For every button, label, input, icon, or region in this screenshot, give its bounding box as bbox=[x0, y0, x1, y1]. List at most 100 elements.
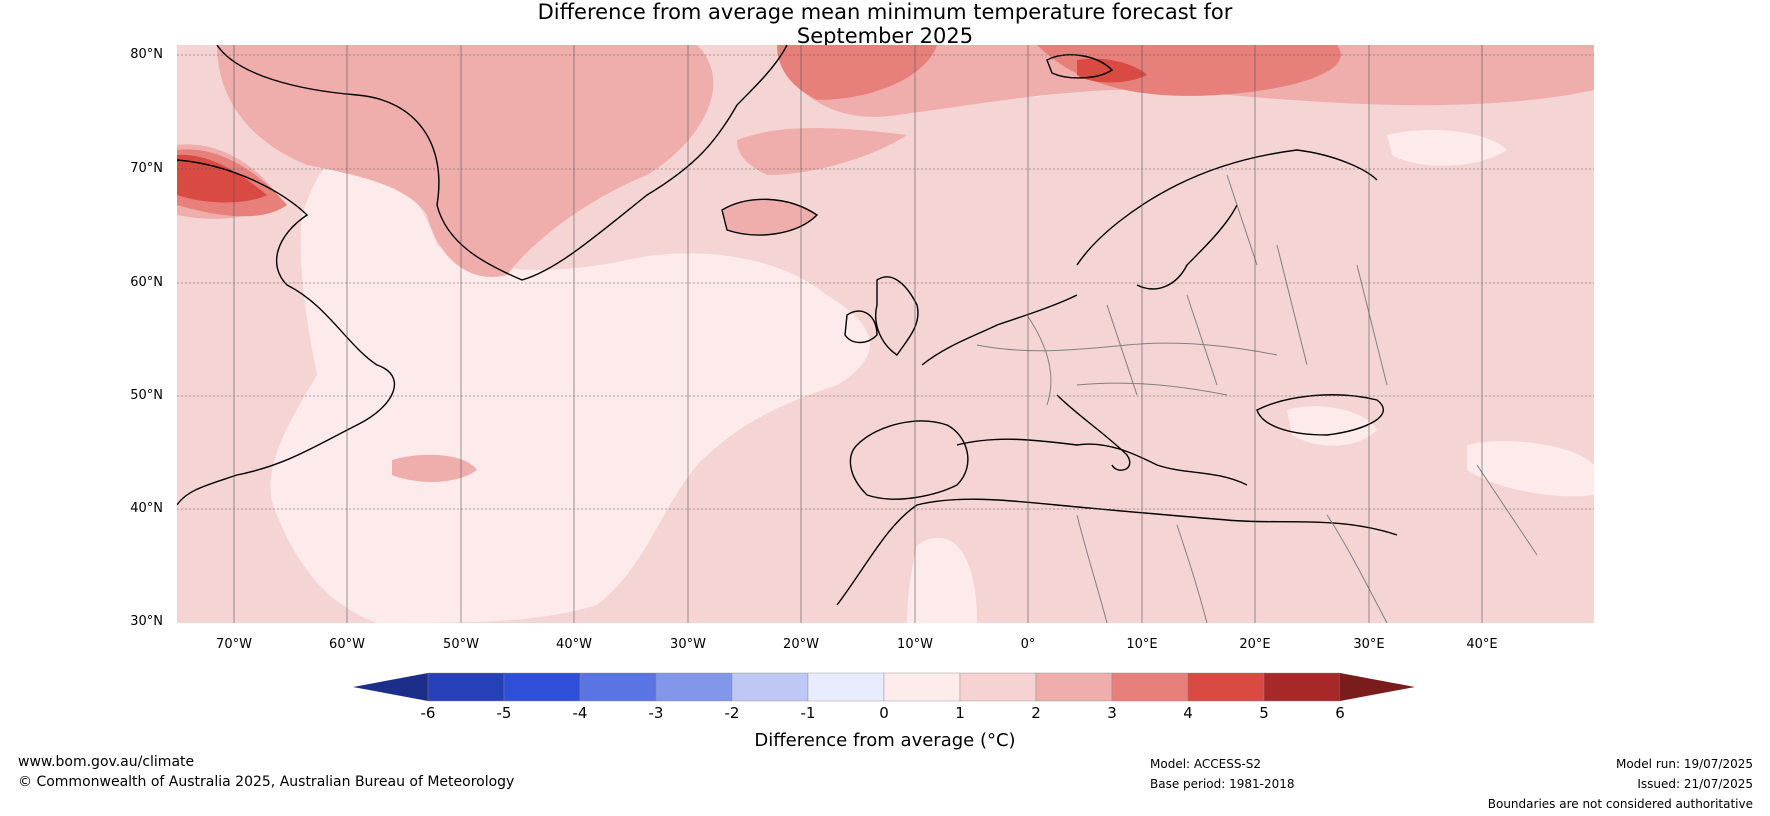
lat-label-30n: 30°N bbox=[130, 614, 163, 629]
footer-base-period: Base period: 1981-2018 bbox=[1150, 777, 1295, 791]
graticule-meridians bbox=[233, 45, 1483, 623]
border-line bbox=[1276, 244, 1308, 366]
title-line-2: September 2025 bbox=[796, 24, 974, 48]
colorbar-tick-label: -3 bbox=[648, 704, 664, 722]
colorbar-segment bbox=[427, 672, 505, 702]
colorbar-segment bbox=[731, 672, 809, 702]
lon-label-30w: 30°W bbox=[670, 637, 706, 652]
scandinavia-east bbox=[1136, 204, 1238, 290]
footer-disclaimer: Boundaries are not considered authoritat… bbox=[1487, 797, 1753, 811]
chart-title: Difference from average mean minimum tem… bbox=[0, 0, 1770, 48]
colorbar-segment bbox=[579, 672, 657, 702]
colorbar-arrow-high bbox=[1340, 673, 1415, 701]
italy-coast bbox=[1056, 394, 1131, 471]
ireland-coast bbox=[844, 310, 878, 344]
footer-website: www.bom.gov.au/climate bbox=[18, 754, 195, 770]
europe-west bbox=[921, 294, 1078, 366]
colorbar-tick-label: 5 bbox=[1259, 704, 1269, 722]
colorbar-tick-label: -4 bbox=[572, 704, 588, 722]
colorbar-segment bbox=[1035, 672, 1113, 702]
colorbar-tick-label: -5 bbox=[496, 704, 512, 722]
colorbar-svg bbox=[353, 672, 1415, 702]
lat-label-80n: 80°N bbox=[130, 47, 163, 62]
footer-issued: Issued: 21/07/2025 bbox=[1637, 777, 1753, 791]
colorbar-segment bbox=[807, 672, 885, 702]
colorbar-tick-label: 2 bbox=[1031, 704, 1041, 722]
colorbar-segment bbox=[503, 672, 581, 702]
lon-label-60w: 60°W bbox=[329, 637, 365, 652]
lon-label-40w: 40°W bbox=[556, 637, 592, 652]
colorbar-segment bbox=[1111, 672, 1189, 702]
footer-copyright: © Commonwealth of Australia 2025, Austra… bbox=[18, 774, 515, 790]
anomaly-zone-0-1-africa bbox=[907, 537, 977, 623]
colorbar-segment bbox=[883, 672, 961, 702]
lat-label-70n: 70°N bbox=[130, 161, 163, 176]
border-line bbox=[1226, 174, 1258, 266]
lon-label-70w: 70°W bbox=[216, 637, 252, 652]
border-line bbox=[1356, 264, 1388, 386]
border-line bbox=[1106, 304, 1138, 396]
colorbar-tick-label: 6 bbox=[1335, 704, 1345, 722]
colorbar-tick-label: 4 bbox=[1183, 704, 1193, 722]
lat-label-60n: 60°N bbox=[130, 275, 163, 290]
mediterranean-north bbox=[956, 438, 1248, 486]
anomaly-zone-0-1-atlantic bbox=[270, 159, 870, 623]
black-sea bbox=[1256, 394, 1385, 436]
footer-model: Model: ACCESS-S2 bbox=[1150, 757, 1262, 771]
colorbar-arrow-low bbox=[353, 673, 428, 701]
anomaly-zone-0-1-anatolia bbox=[1467, 441, 1594, 497]
colorbar-tick-label: -2 bbox=[724, 704, 740, 722]
colorbar-tick-label: 0 bbox=[879, 704, 889, 722]
border-line bbox=[1176, 524, 1208, 623]
lon-label-0: 0° bbox=[1020, 637, 1036, 652]
lat-label-40n: 40°N bbox=[130, 501, 163, 516]
lon-label-50w: 50°W bbox=[443, 637, 479, 652]
arctic-islands bbox=[1046, 54, 1114, 79]
anomaly-zone-2-3-denmark-strait bbox=[737, 128, 907, 175]
lon-label-20e: 20°E bbox=[1239, 637, 1271, 652]
uk-coast bbox=[875, 276, 919, 356]
canada-coast bbox=[177, 159, 396, 506]
colorbar bbox=[353, 672, 1419, 706]
coastlines bbox=[177, 45, 1398, 606]
border-line bbox=[976, 342, 1278, 356]
colorbar-segment bbox=[1263, 672, 1341, 702]
lon-label-20w: 20°W bbox=[783, 637, 819, 652]
anomaly-zone-3-4-svalbard bbox=[1037, 45, 1341, 96]
colorbar-segment bbox=[655, 672, 733, 702]
colorbar-tick-label: -1 bbox=[800, 704, 816, 722]
border-line bbox=[1476, 464, 1538, 556]
lon-label-40e: 40°E bbox=[1466, 637, 1498, 652]
africa-north bbox=[836, 498, 1398, 606]
graticule-parallels bbox=[177, 54, 1594, 510]
iceland-coast bbox=[721, 198, 819, 236]
title-line-1: Difference from average mean minimum tem… bbox=[537, 0, 1233, 24]
colorbar-label: Difference from average (°C) bbox=[754, 730, 1016, 751]
anomaly-zone-2-3-newfoundland-sea bbox=[392, 454, 477, 482]
anomaly-zone-2-3-greenland bbox=[217, 45, 714, 277]
anomaly-zone-0-1-scandinavia bbox=[1387, 130, 1507, 166]
lon-label-30e: 30°E bbox=[1353, 637, 1385, 652]
border-line bbox=[1076, 514, 1108, 623]
lon-label-10w: 10°W bbox=[897, 637, 933, 652]
colorbar-tick-label: -6 bbox=[420, 704, 436, 722]
border-line bbox=[1326, 514, 1388, 623]
border-line bbox=[1186, 294, 1218, 386]
map-canvas bbox=[177, 45, 1594, 623]
colorbar-tick-label: 3 bbox=[1107, 704, 1117, 722]
footer-model-run: Model run: 19/07/2025 bbox=[1615, 757, 1753, 771]
greenland-coast bbox=[216, 45, 788, 281]
colorbar-segment bbox=[1187, 672, 1265, 702]
lat-label-50n: 50°N bbox=[130, 388, 163, 403]
iberia-coast bbox=[849, 420, 969, 500]
border-line bbox=[1076, 382, 1228, 396]
colorbar-tick-label: 1 bbox=[955, 704, 965, 722]
country-borders bbox=[976, 174, 1538, 623]
anomaly-zone-3-4-fram bbox=[777, 45, 937, 100]
lon-label-10e: 10°E bbox=[1126, 637, 1158, 652]
norway-coast bbox=[1076, 149, 1378, 266]
anomaly-zone-4-5-baffin-core bbox=[177, 154, 267, 203]
anomaly-zone-0-1-balkans bbox=[1287, 406, 1377, 446]
anomaly-zone-2-3-iceland bbox=[722, 199, 817, 235]
forecast-map bbox=[177, 45, 1594, 623]
